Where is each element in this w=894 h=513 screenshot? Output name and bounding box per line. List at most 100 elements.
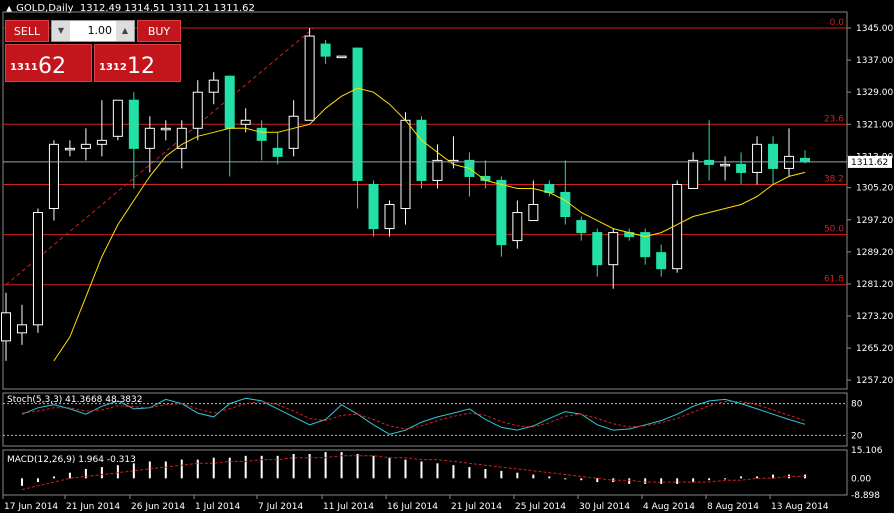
macd-histogram-bar (276, 455, 279, 479)
candle-body (528, 204, 539, 222)
macd-histogram-bar (228, 457, 231, 479)
macd-histogram-bar (740, 476, 743, 479)
candle-body (736, 163, 747, 173)
candle (768, 136, 779, 185)
candle-body (192, 91, 203, 129)
macd-histogram-bar (708, 478, 711, 481)
candle (656, 244, 667, 277)
macd-histogram-bar (692, 478, 695, 483)
price-axis-label: 1297.20 (856, 216, 893, 226)
macd-histogram-bar (388, 457, 391, 479)
candle-body (608, 232, 619, 266)
macd-axis-label: 15.106 (851, 446, 883, 456)
candle (736, 152, 747, 185)
candle-body (128, 99, 139, 149)
price-axis-label: 1337.00 (856, 56, 893, 66)
candle-body (688, 159, 699, 189)
candle-body (352, 47, 363, 181)
macd-histogram-bar (580, 478, 583, 481)
macd-histogram-bar (772, 474, 775, 479)
macd-histogram-bar (724, 478, 727, 480)
lot-decrease-icon[interactable]: ▼ (52, 21, 70, 41)
candle-body (16, 324, 27, 334)
stochastic-k-line (21, 397, 806, 435)
candle (224, 75, 235, 177)
lot-size-input[interactable]: ▼ 1.00 ▲ (51, 20, 135, 42)
lot-increase-icon[interactable]: ▲ (116, 21, 134, 41)
date-axis-label: 8 Aug 2014 (707, 502, 759, 512)
candle-body (224, 75, 235, 129)
candle (400, 112, 411, 225)
price-axis-label: 1265.20 (856, 344, 893, 354)
triangle-icon: ▲ (6, 4, 13, 13)
main-chart-frame (2, 11, 848, 390)
candle-body (64, 147, 75, 151)
macd-histogram-bar (260, 455, 263, 479)
macd-histogram-bar (676, 478, 679, 484)
ask-price-box[interactable]: 1312 12 (94, 44, 181, 82)
macd-histogram-bar (468, 467, 471, 479)
sell-button[interactable]: SELL (5, 20, 49, 42)
macd-histogram-bar (196, 459, 199, 479)
macd-axis-label: -8.898 (851, 491, 880, 501)
candle (576, 216, 587, 241)
macd-histogram-bar (292, 453, 295, 479)
date-axis-label: 21 Jul 2014 (451, 502, 502, 512)
macd-axis-label: 0.00 (851, 474, 871, 484)
macd-histogram-bar (452, 465, 455, 479)
candle (352, 47, 363, 209)
fibonacci-level-label: 61.8 (824, 275, 844, 285)
macd-histogram-bar (20, 478, 23, 486)
candle (416, 116, 427, 189)
bid-price-small: 1311 (10, 62, 38, 73)
macd-histogram-bar (420, 461, 423, 479)
date-axis-label: 25 Jul 2014 (515, 502, 566, 512)
candle-body (208, 79, 219, 93)
candle-body (320, 43, 331, 57)
candle (304, 28, 315, 121)
date-axis-label: 11 Jul 2014 (323, 502, 374, 512)
macd-histogram-bar (116, 465, 119, 479)
candle (608, 228, 619, 289)
candle (464, 152, 475, 197)
stochastic-d-line (21, 400, 806, 430)
candle (80, 128, 91, 161)
bid-price-box[interactable]: 1311 62 (5, 44, 92, 82)
candle (272, 132, 283, 165)
candle-body (432, 159, 443, 181)
candle (128, 92, 139, 189)
price-axis-label: 1321.00 (856, 120, 893, 130)
macd-histogram-bar (548, 476, 551, 479)
candle (752, 136, 763, 185)
macd-histogram-bar (404, 459, 407, 479)
date-axis-label: 13 Aug 2014 (771, 502, 829, 512)
macd-histogram-bar (180, 459, 183, 479)
current-price-label: 1311.62 (851, 158, 888, 168)
candle (1, 292, 11, 361)
fibonacci-level-label: 23.6 (824, 114, 844, 124)
moving-average-line (53, 87, 806, 362)
candle-body (160, 127, 171, 131)
date-axis-label: 7 Jul 2014 (258, 502, 303, 512)
macd-histogram-bar (628, 478, 631, 484)
candle (320, 40, 331, 65)
candle (112, 99, 123, 141)
price-axis-label: 1273.20 (856, 312, 893, 322)
buy-button[interactable]: BUY (137, 20, 181, 42)
candle-body (32, 212, 43, 326)
macd-histogram-bar (596, 478, 599, 483)
date-axis-label: 17 Jun 2014 (4, 502, 58, 512)
candle (96, 100, 107, 157)
date-axis-label: 26 Jun 2014 (131, 502, 185, 512)
stochastic-frame (2, 392, 848, 447)
candle (336, 55, 347, 59)
candle-body (288, 115, 299, 149)
macd-histogram-bar (52, 476, 55, 479)
macd-histogram-bar (756, 476, 759, 479)
macd-histogram-bar (436, 463, 439, 479)
candle-body (384, 204, 395, 230)
macd-histogram-bar (644, 478, 647, 484)
macd-signal-line (21, 455, 805, 491)
ohlc-readout: 1312.49 1314.51 1311.21 1311.62 (79, 3, 255, 14)
